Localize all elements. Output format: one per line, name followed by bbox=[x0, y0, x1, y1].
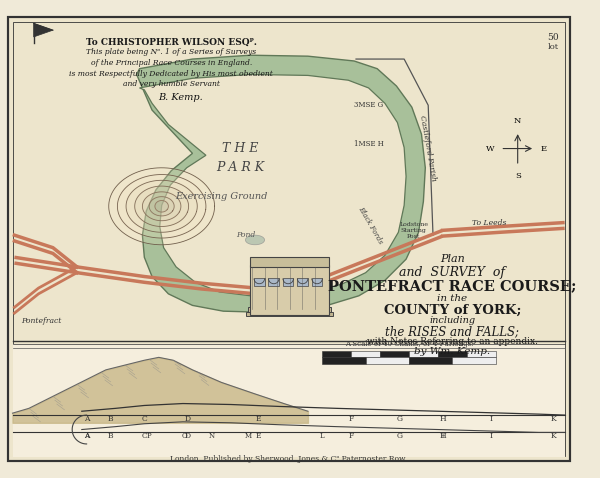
Bar bbox=[365, 358, 409, 364]
Text: This plate being Nᵒ. 1 of a Series of Surveys: This plate being Nᵒ. 1 of a Series of Su… bbox=[86, 48, 256, 56]
Text: N: N bbox=[514, 118, 521, 125]
Bar bbox=[254, 279, 265, 286]
Text: A: A bbox=[84, 415, 89, 423]
Bar bbox=[250, 265, 329, 315]
Text: To CHRISTOPHER WILSON ESQᴾ.: To CHRISTOPHER WILSON ESQᴾ. bbox=[86, 38, 257, 47]
Text: of the Principal Race Courses in England.: of the Principal Race Courses in England… bbox=[91, 59, 252, 67]
Polygon shape bbox=[109, 168, 215, 245]
Text: the RISES and FALLS;: the RISES and FALLS; bbox=[385, 326, 519, 338]
Text: K: K bbox=[550, 432, 556, 440]
Text: C: C bbox=[142, 432, 147, 440]
Text: G: G bbox=[397, 432, 403, 440]
Text: in the: in the bbox=[437, 294, 467, 303]
Text: COUNTY of YORK;: COUNTY of YORK; bbox=[383, 304, 521, 316]
Text: B. Kemp.: B. Kemp. bbox=[158, 93, 203, 102]
Text: D: D bbox=[185, 415, 191, 423]
Text: H: H bbox=[439, 432, 446, 440]
Polygon shape bbox=[126, 180, 197, 232]
Text: Pond: Pond bbox=[236, 231, 255, 239]
Polygon shape bbox=[140, 75, 406, 296]
Text: I: I bbox=[489, 432, 492, 440]
Bar bbox=[247, 312, 333, 316]
Text: A: A bbox=[84, 432, 89, 440]
Text: London, Published by Sherwood, Jones & Cᵒ Paternoster Row.: London, Published by Sherwood, Jones & C… bbox=[170, 456, 407, 463]
Bar bbox=[452, 358, 496, 364]
Bar bbox=[380, 351, 409, 358]
Text: l: l bbox=[442, 432, 443, 440]
Text: and very humble Servant: and very humble Servant bbox=[123, 80, 220, 88]
Text: I: I bbox=[489, 415, 492, 423]
Text: B: B bbox=[108, 415, 113, 423]
Text: G: G bbox=[397, 415, 403, 423]
Text: A: A bbox=[84, 432, 89, 440]
Text: with Notes Referring to an appendix.: with Notes Referring to an appendix. bbox=[367, 337, 538, 346]
Bar bbox=[351, 351, 380, 358]
Polygon shape bbox=[8, 17, 569, 461]
Text: T H E: T H E bbox=[223, 142, 259, 155]
Text: H: H bbox=[439, 415, 446, 423]
Text: P: P bbox=[147, 432, 151, 440]
Text: lot: lot bbox=[548, 43, 559, 51]
Text: E: E bbox=[255, 415, 260, 423]
Text: Black Fords: Black Fords bbox=[356, 205, 385, 246]
Text: is most Respectfully Dedicated by His most obedient: is most Respectfully Dedicated by His mo… bbox=[70, 70, 273, 77]
Text: M: M bbox=[245, 432, 252, 440]
Bar bbox=[467, 351, 496, 358]
Text: including: including bbox=[429, 316, 475, 325]
Bar bbox=[283, 279, 293, 286]
Text: by Wm. Kemp.: by Wm. Kemp. bbox=[414, 347, 490, 356]
Text: and  SURVEY  of: and SURVEY of bbox=[399, 266, 505, 279]
Bar bbox=[250, 257, 329, 267]
Text: PONTEFRACT RACE COURSE;: PONTEFRACT RACE COURSE; bbox=[328, 280, 577, 293]
Text: L: L bbox=[320, 432, 325, 440]
Text: F: F bbox=[349, 432, 354, 440]
Bar bbox=[268, 279, 279, 286]
Text: 50: 50 bbox=[547, 33, 559, 42]
Text: N: N bbox=[209, 432, 215, 440]
Polygon shape bbox=[149, 196, 174, 216]
Text: S: S bbox=[515, 172, 521, 180]
Text: E: E bbox=[541, 144, 547, 152]
Bar bbox=[322, 358, 365, 364]
Polygon shape bbox=[142, 192, 181, 221]
Bar bbox=[409, 351, 438, 358]
Ellipse shape bbox=[245, 235, 265, 245]
Text: D: D bbox=[185, 432, 191, 440]
Bar bbox=[13, 344, 565, 457]
Text: O: O bbox=[182, 432, 188, 440]
Text: Plan: Plan bbox=[440, 254, 464, 264]
Bar bbox=[248, 307, 331, 312]
Bar bbox=[298, 279, 308, 286]
Polygon shape bbox=[135, 186, 188, 227]
Polygon shape bbox=[118, 174, 206, 238]
Text: E: E bbox=[255, 432, 260, 440]
Text: F: F bbox=[349, 415, 354, 423]
Text: Castleford Parish: Castleford Parish bbox=[418, 115, 438, 182]
Text: 3MSE G: 3MSE G bbox=[354, 101, 383, 109]
Text: P A R K: P A R K bbox=[217, 161, 265, 174]
Text: Lodstone
Starting
Post: Lodstone Starting Post bbox=[399, 222, 428, 239]
Polygon shape bbox=[137, 55, 425, 312]
Bar bbox=[322, 351, 351, 358]
Polygon shape bbox=[155, 200, 169, 212]
Text: Pontefract: Pontefract bbox=[21, 317, 62, 325]
Text: B: B bbox=[108, 432, 113, 440]
Bar bbox=[438, 351, 467, 358]
Text: C: C bbox=[142, 415, 147, 423]
Bar bbox=[312, 279, 322, 286]
Bar bbox=[409, 358, 452, 364]
Text: W: W bbox=[486, 144, 494, 152]
Text: K: K bbox=[550, 415, 556, 423]
Text: Exercising Ground: Exercising Ground bbox=[175, 192, 268, 201]
Polygon shape bbox=[34, 23, 53, 37]
Text: 1MSE H: 1MSE H bbox=[354, 140, 384, 148]
Text: To Leeds: To Leeds bbox=[472, 218, 506, 227]
Text: A Scale of 40 Chains, or 4 Furlongs.: A Scale of 40 Chains, or 4 Furlongs. bbox=[345, 340, 473, 348]
